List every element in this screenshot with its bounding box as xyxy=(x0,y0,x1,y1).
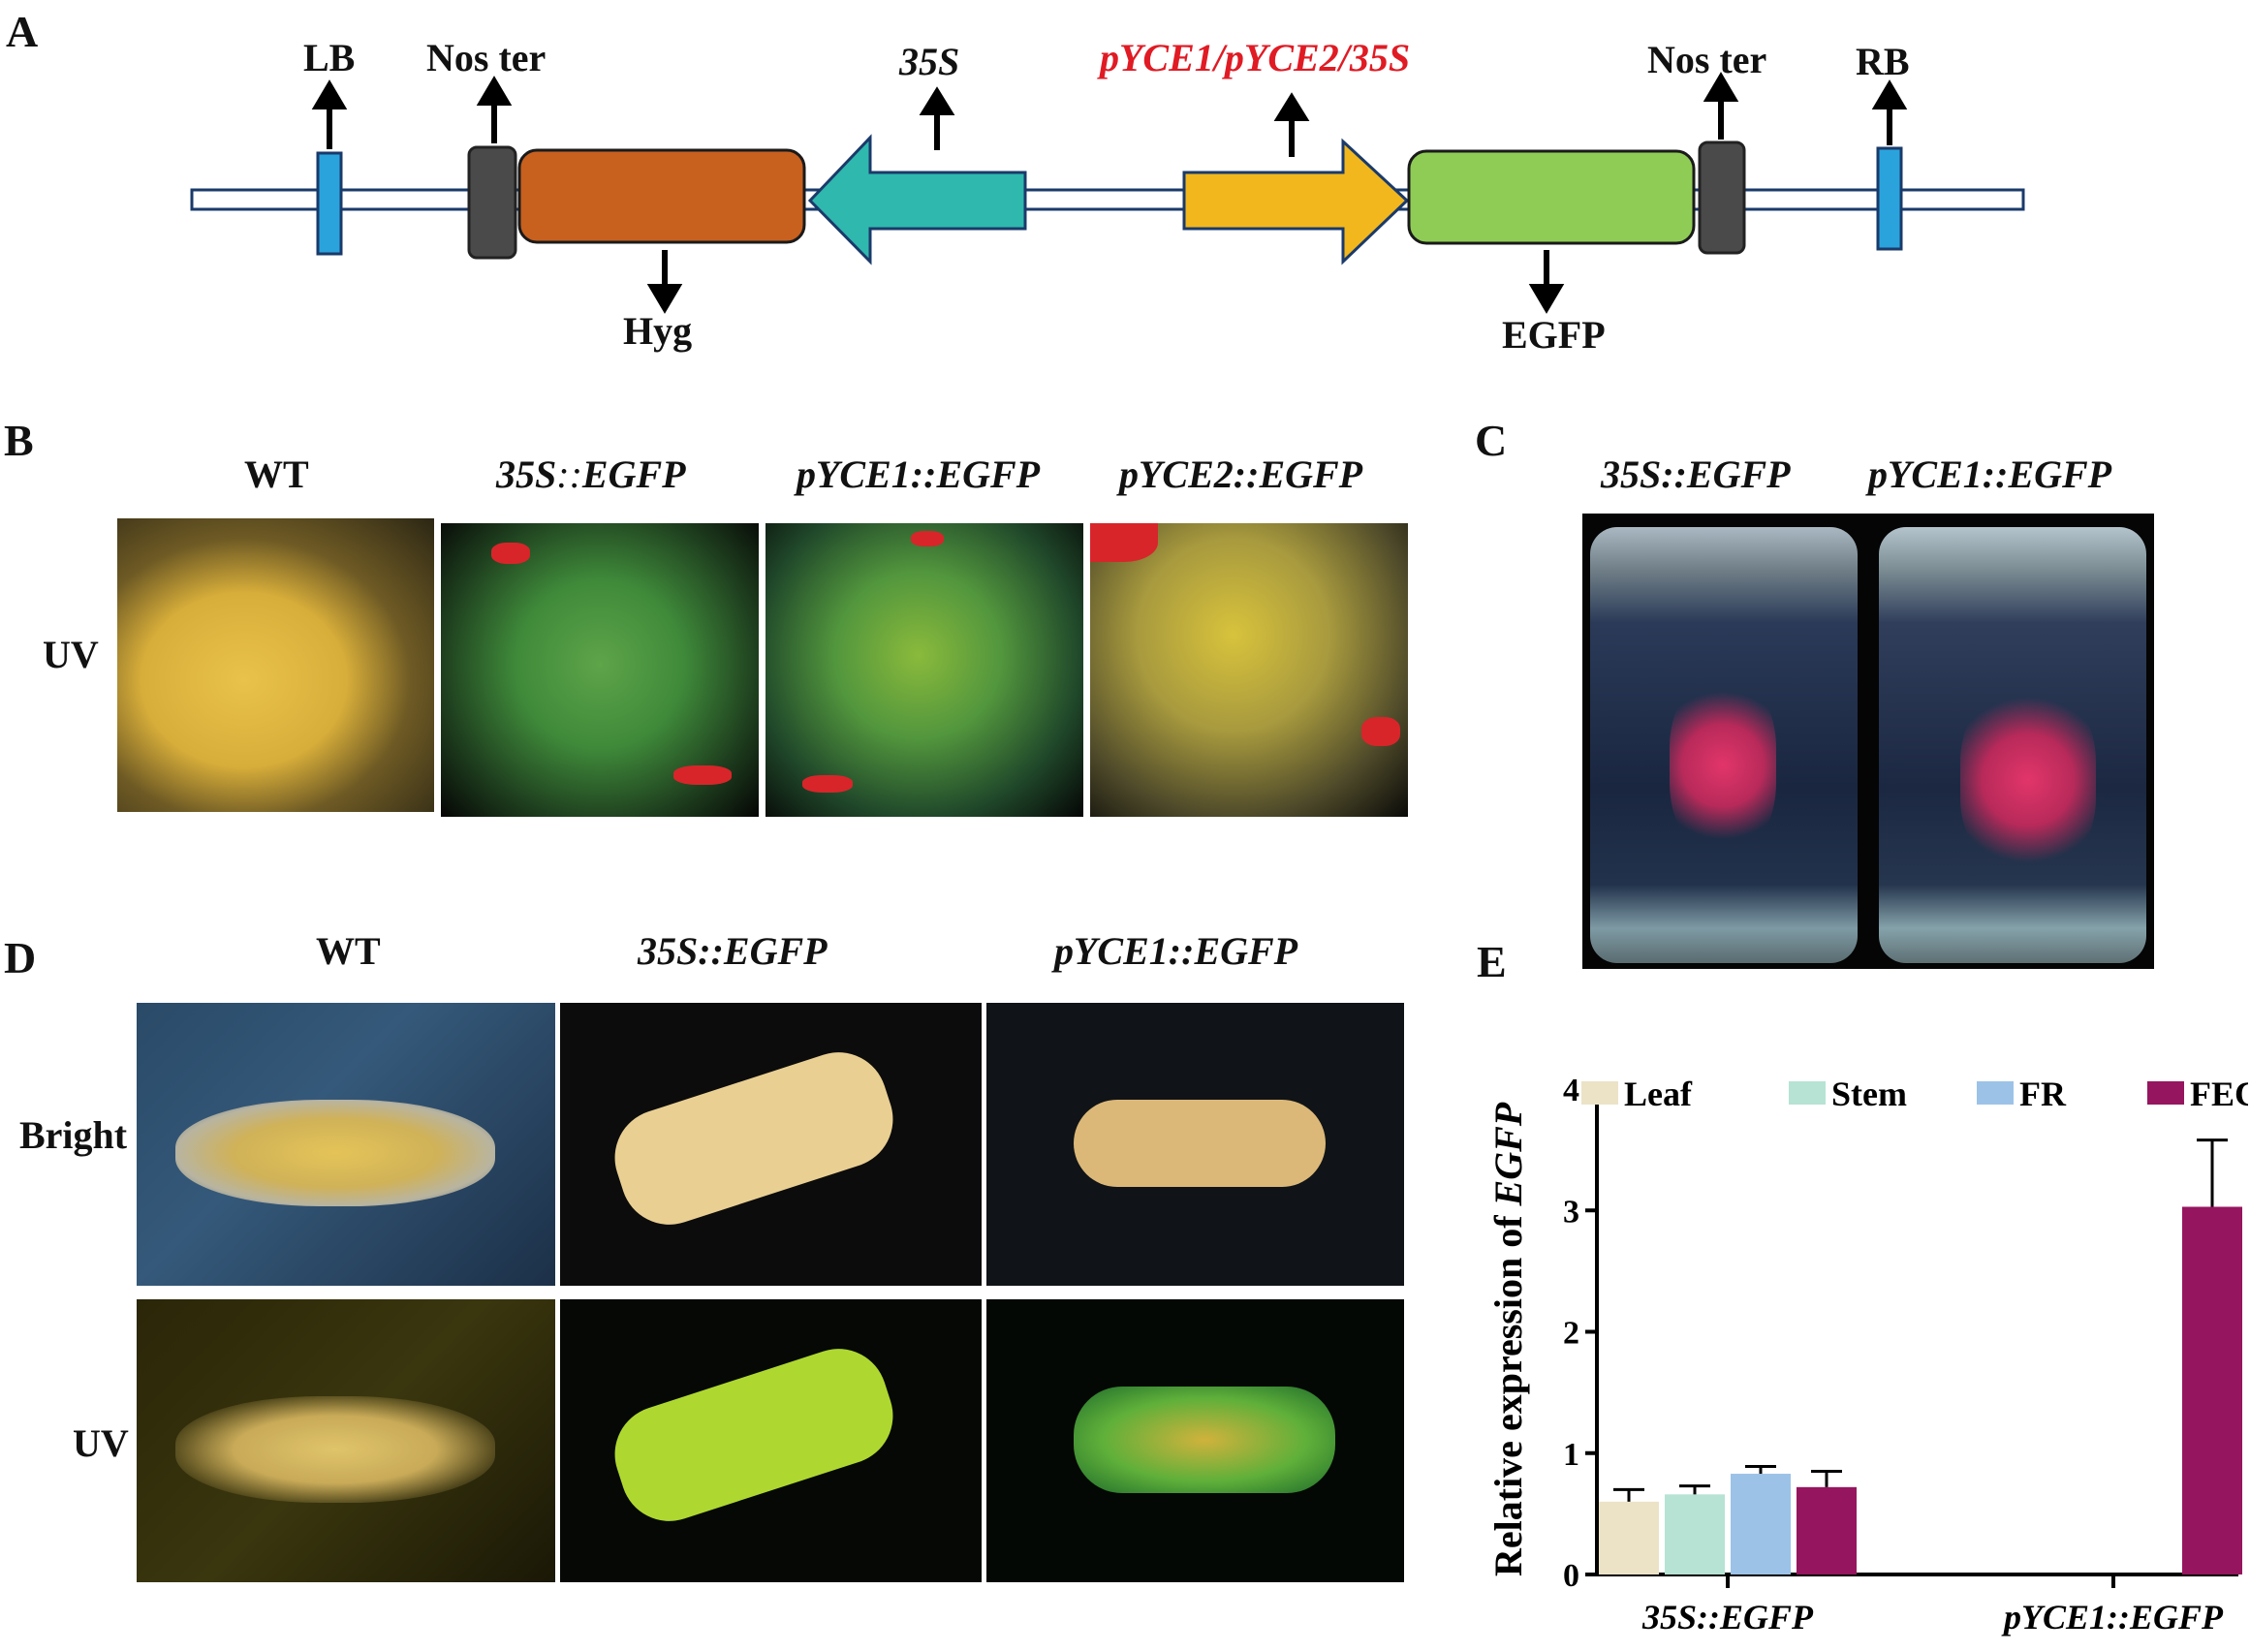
rb-label: RB xyxy=(1856,40,1910,83)
panel-label-a: A xyxy=(6,7,39,56)
promoter-var-arrow xyxy=(1182,138,1410,265)
lb-label: LB xyxy=(303,36,356,79)
legend-swatch-stem xyxy=(1789,1081,1826,1105)
d-photo-wt-uv xyxy=(137,1299,555,1582)
egfp-box xyxy=(1407,149,1696,245)
y-tick-label: 2 xyxy=(1563,1316,1579,1352)
b-header-pyce1: pYCE1::EGFP xyxy=(797,452,1041,496)
egfp-label: EGFP xyxy=(1502,313,1606,357)
legend-swatch-fec xyxy=(2147,1081,2184,1105)
b-photo-35s-uv xyxy=(441,523,759,817)
c-header-35s: 35S::EGFP xyxy=(1601,452,1791,496)
d-row-label-bright: Bright xyxy=(19,1113,128,1157)
panel-label-b: B xyxy=(4,416,34,465)
panel-label-e: E xyxy=(1477,937,1507,986)
nos-ter-left-label: Nos ter xyxy=(426,36,547,79)
bar-fr-0 xyxy=(1731,1474,1791,1574)
d-photo-grid xyxy=(137,1003,1404,1584)
up-arrows xyxy=(311,72,1908,157)
promoter-35s-label: 35S xyxy=(899,40,960,83)
b-row-label-uv: UV xyxy=(43,633,99,676)
nos-ter-right-box xyxy=(1698,140,1746,255)
legend-label-fec: FEC xyxy=(2190,1075,2248,1113)
y-tick-label: 1 xyxy=(1563,1437,1579,1473)
b-header-35s: 35S::EGFP xyxy=(496,452,686,496)
c-header-pyce1: pYCE1::EGFP xyxy=(1868,452,2112,496)
panel-label-d: D xyxy=(4,933,37,982)
y-tick-label: 0 xyxy=(1563,1558,1579,1594)
promoter-variable-label: pYCE1/pYCE2/35S xyxy=(1100,36,1411,79)
d-photo-pyce1-uv xyxy=(986,1299,1404,1582)
d-photo-35s-uv xyxy=(560,1299,982,1582)
rb-box xyxy=(1876,146,1903,251)
b-photo-wt-uv xyxy=(117,518,434,812)
panel-label-c: C xyxy=(1475,416,1508,465)
hyg-box xyxy=(517,148,806,244)
nos-ter-right-label: Nos ter xyxy=(1647,38,1767,81)
t-dna-backbone xyxy=(190,188,2025,211)
d-photo-35s-bright xyxy=(560,1003,982,1286)
b-photo-pyce1-uv xyxy=(766,523,1083,817)
nos-ter-left-box xyxy=(467,145,517,260)
hyg-label: Hyg xyxy=(623,309,693,353)
b-header-wt: WT xyxy=(244,452,309,496)
bar-fec-1 xyxy=(2182,1206,2242,1574)
d-row-label-uv: UV xyxy=(73,1421,129,1465)
d-header-wt: WT xyxy=(316,929,381,973)
legend-swatch-fr xyxy=(1977,1081,2014,1105)
x-tick-label: 35S::EGFP xyxy=(1641,1598,1814,1636)
d-header-pyce1: pYCE1::EGFP xyxy=(1054,929,1298,973)
b-header-pyce2: pYCE2::EGFP xyxy=(1119,452,1363,496)
promoter-35s-arrow xyxy=(807,134,1027,265)
bar-stem-0 xyxy=(1665,1494,1725,1574)
construct-diagram xyxy=(190,72,2025,314)
y-tick-label: 4 xyxy=(1563,1073,1579,1108)
bar-fec-0 xyxy=(1797,1486,1857,1574)
down-arrows xyxy=(646,250,1565,314)
legend-label-fr: FR xyxy=(2019,1075,2067,1113)
y-axis-label: Relative expression of EGFP xyxy=(1486,1102,1530,1576)
b-photo-pyce2-uv xyxy=(1090,523,1408,817)
legend-label-stem: Stem xyxy=(1831,1075,1907,1113)
x-tick-label: pYCE1::EGFP xyxy=(2001,1598,2224,1636)
bar-leaf-0 xyxy=(1599,1501,1659,1574)
legend-label-leaf: Leaf xyxy=(1624,1075,1693,1113)
d-header-35s: 35S::EGFP xyxy=(638,929,828,973)
d-photo-wt-bright xyxy=(137,1003,555,1286)
d-photo-pyce1-bright xyxy=(986,1003,1404,1286)
lb-box xyxy=(316,151,343,256)
c-photo-jars-uv xyxy=(1582,514,2154,969)
legend-swatch-leaf xyxy=(1581,1081,1618,1105)
y-tick-label: 3 xyxy=(1563,1194,1579,1230)
